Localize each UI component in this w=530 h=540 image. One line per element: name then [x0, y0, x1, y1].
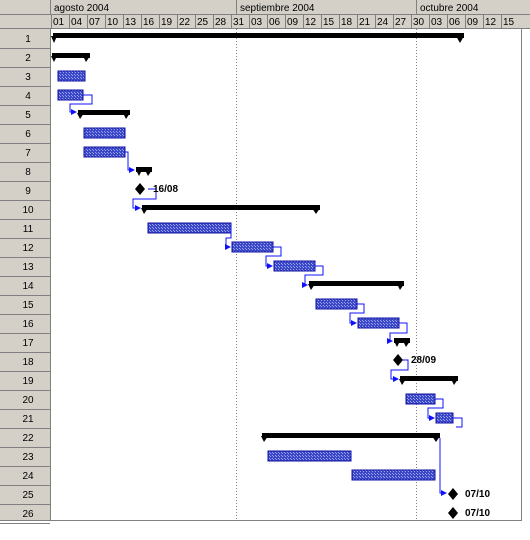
milestone-diamond-18[interactable] [393, 354, 403, 366]
day-tick-label: 27 [395, 17, 407, 28]
day-tick-label: 06 [449, 17, 461, 28]
milestone-diamond-26[interactable] [448, 507, 458, 519]
row-number[interactable]: 26 [22, 509, 34, 520]
row-number[interactable]: 1 [25, 34, 31, 45]
summary-task-10[interactable] [141, 205, 320, 214]
day-tick-labels: 01 04 07 10 13 16 19 22 25 28 31 03 06 09 12 15 18 21 24 27… [51, 15, 515, 28]
task-bar-4[interactable] [57, 89, 84, 101]
task-bar-3[interactable] [57, 70, 86, 82]
day-tick-label: 22 [179, 17, 191, 28]
row-number[interactable]: 2 [25, 53, 31, 64]
row-number[interactable]: 4 [25, 91, 31, 102]
row-number[interactable]: 23 [22, 452, 34, 463]
task-bar-11[interactable] [147, 222, 232, 234]
task-bar-6[interactable] [83, 127, 126, 139]
day-tick-label: 12 [485, 17, 497, 28]
day-tick-label: 03 [431, 17, 443, 28]
day-tick-label: 12 [305, 17, 317, 28]
day-tick-label: 16 [143, 17, 155, 28]
day-tick-label: 30 [413, 17, 425, 28]
summary-task-8[interactable] [136, 167, 152, 176]
row-header-column [0, 29, 50, 520]
row-number[interactable]: 3 [25, 72, 31, 83]
day-tick-label: 15 [323, 17, 335, 28]
day-tick-label: 04 [71, 17, 83, 28]
milestone-label-9: 16/08 [153, 184, 178, 195]
row-number[interactable]: 8 [25, 167, 31, 178]
task-bar-24[interactable] [351, 469, 436, 481]
day-tick-label: 09 [287, 17, 299, 28]
task-bar-12[interactable] [231, 241, 274, 253]
day-tick-label: 18 [341, 17, 353, 28]
day-tick-label: 28 [215, 17, 227, 28]
row-number[interactable]: 24 [22, 471, 34, 482]
row-number[interactable]: 7 [25, 148, 31, 159]
month-label-october: octubre 2004 [420, 3, 479, 14]
summary-task-17[interactable] [394, 338, 410, 347]
summary-task-19[interactable] [399, 376, 458, 385]
row-numbers: 1234567891011121314151617181920212223242… [22, 34, 34, 520]
day-tick-label: 03 [251, 17, 263, 28]
row-number[interactable]: 11 [23, 224, 34, 235]
task-bar-15[interactable] [315, 298, 358, 310]
summary-task-2[interactable] [51, 53, 90, 62]
row-number[interactable]: 5 [25, 110, 31, 121]
milestone-diamond-9[interactable] [135, 183, 145, 195]
summary-task-14[interactable] [308, 281, 404, 290]
day-tick-label: 31 [233, 17, 245, 28]
day-tick-label: 24 [377, 17, 389, 28]
row-number[interactable]: 19 [22, 376, 34, 387]
day-tick-label: 06 [269, 17, 281, 28]
row-number[interactable]: 18 [22, 357, 34, 368]
milestone-label-26: 07/10 [465, 508, 490, 519]
task-bar-20[interactable] [405, 393, 436, 405]
row-number[interactable]: 22 [22, 433, 34, 444]
row-number[interactable]: 20 [22, 395, 34, 406]
month-label-august: agosto 2004 [54, 3, 109, 14]
day-tick-label: 19 [161, 17, 173, 28]
day-tick-label: 21 [359, 17, 371, 28]
row-number[interactable]: 25 [22, 490, 34, 501]
summary-task-22[interactable] [261, 433, 440, 442]
task-bar-13[interactable] [273, 260, 316, 272]
milestone-label-18: 28/09 [411, 355, 436, 366]
row-number[interactable]: 14 [22, 281, 34, 292]
row-number[interactable]: 16 [22, 319, 34, 330]
row-number[interactable]: 21 [22, 414, 34, 425]
task-bar-16[interactable] [357, 317, 400, 329]
task-bar-7[interactable] [83, 146, 126, 158]
summary-task-1[interactable] [51, 33, 464, 43]
day-tick-label: 09 [467, 17, 479, 28]
day-tick-label: 15 [503, 17, 515, 28]
day-tick-label: 10 [107, 17, 119, 28]
day-tick-label: 01 [53, 17, 65, 28]
day-tick-label: 25 [197, 17, 209, 28]
milestone-label-25: 07/10 [465, 489, 490, 500]
row-number[interactable]: 10 [22, 205, 34, 216]
task-bar-23[interactable] [267, 450, 352, 462]
dependency-links [69, 94, 463, 496]
row-number[interactable]: 17 [22, 338, 34, 349]
day-tick-label: 07 [89, 17, 101, 28]
row-number[interactable]: 6 [25, 129, 31, 140]
row-number[interactable]: 13 [22, 262, 34, 273]
row-number[interactable]: 15 [22, 300, 34, 311]
row-separators [0, 48, 50, 524]
row-number[interactable]: 9 [25, 186, 31, 197]
day-tick-label: 13 [125, 17, 137, 28]
row-number[interactable]: 12 [22, 243, 34, 254]
summary-task-5[interactable] [77, 110, 130, 119]
task-bar-21[interactable] [435, 412, 454, 424]
month-label-september: septiembre 2004 [240, 3, 315, 14]
milestone-diamond-25[interactable] [448, 488, 458, 500]
